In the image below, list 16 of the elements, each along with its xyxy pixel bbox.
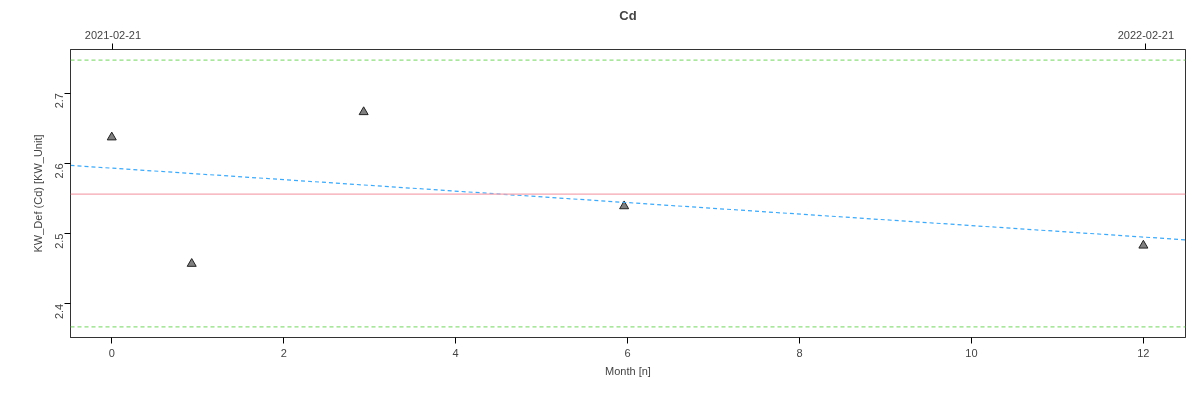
x2-tick-label: 2022-02-21 [1117,28,1175,41]
x-tick-label: 4 [452,346,459,359]
x-axis-title: Month [n] [605,364,651,377]
y-tick-label: 2.7 [53,93,66,109]
x-tick-label: 2 [280,346,287,359]
x2-tick-label: 2021-02-21 [84,28,142,41]
y-axis-title: KW_Def (Cd) [KW_Unit] [31,134,44,253]
x-tick-label: 0 [108,346,115,359]
y-tick-label: 2.4 [53,303,66,320]
x-tick-label: 6 [624,346,631,359]
x-tick-label: 8 [796,346,803,359]
chart-title: Cd [619,7,637,23]
y-tick-label: 2.6 [53,163,66,179]
y-tick-label: 2.5 [53,233,66,249]
x-tick-label: 10 [965,346,978,359]
x-tick-label: 12 [1137,346,1150,359]
